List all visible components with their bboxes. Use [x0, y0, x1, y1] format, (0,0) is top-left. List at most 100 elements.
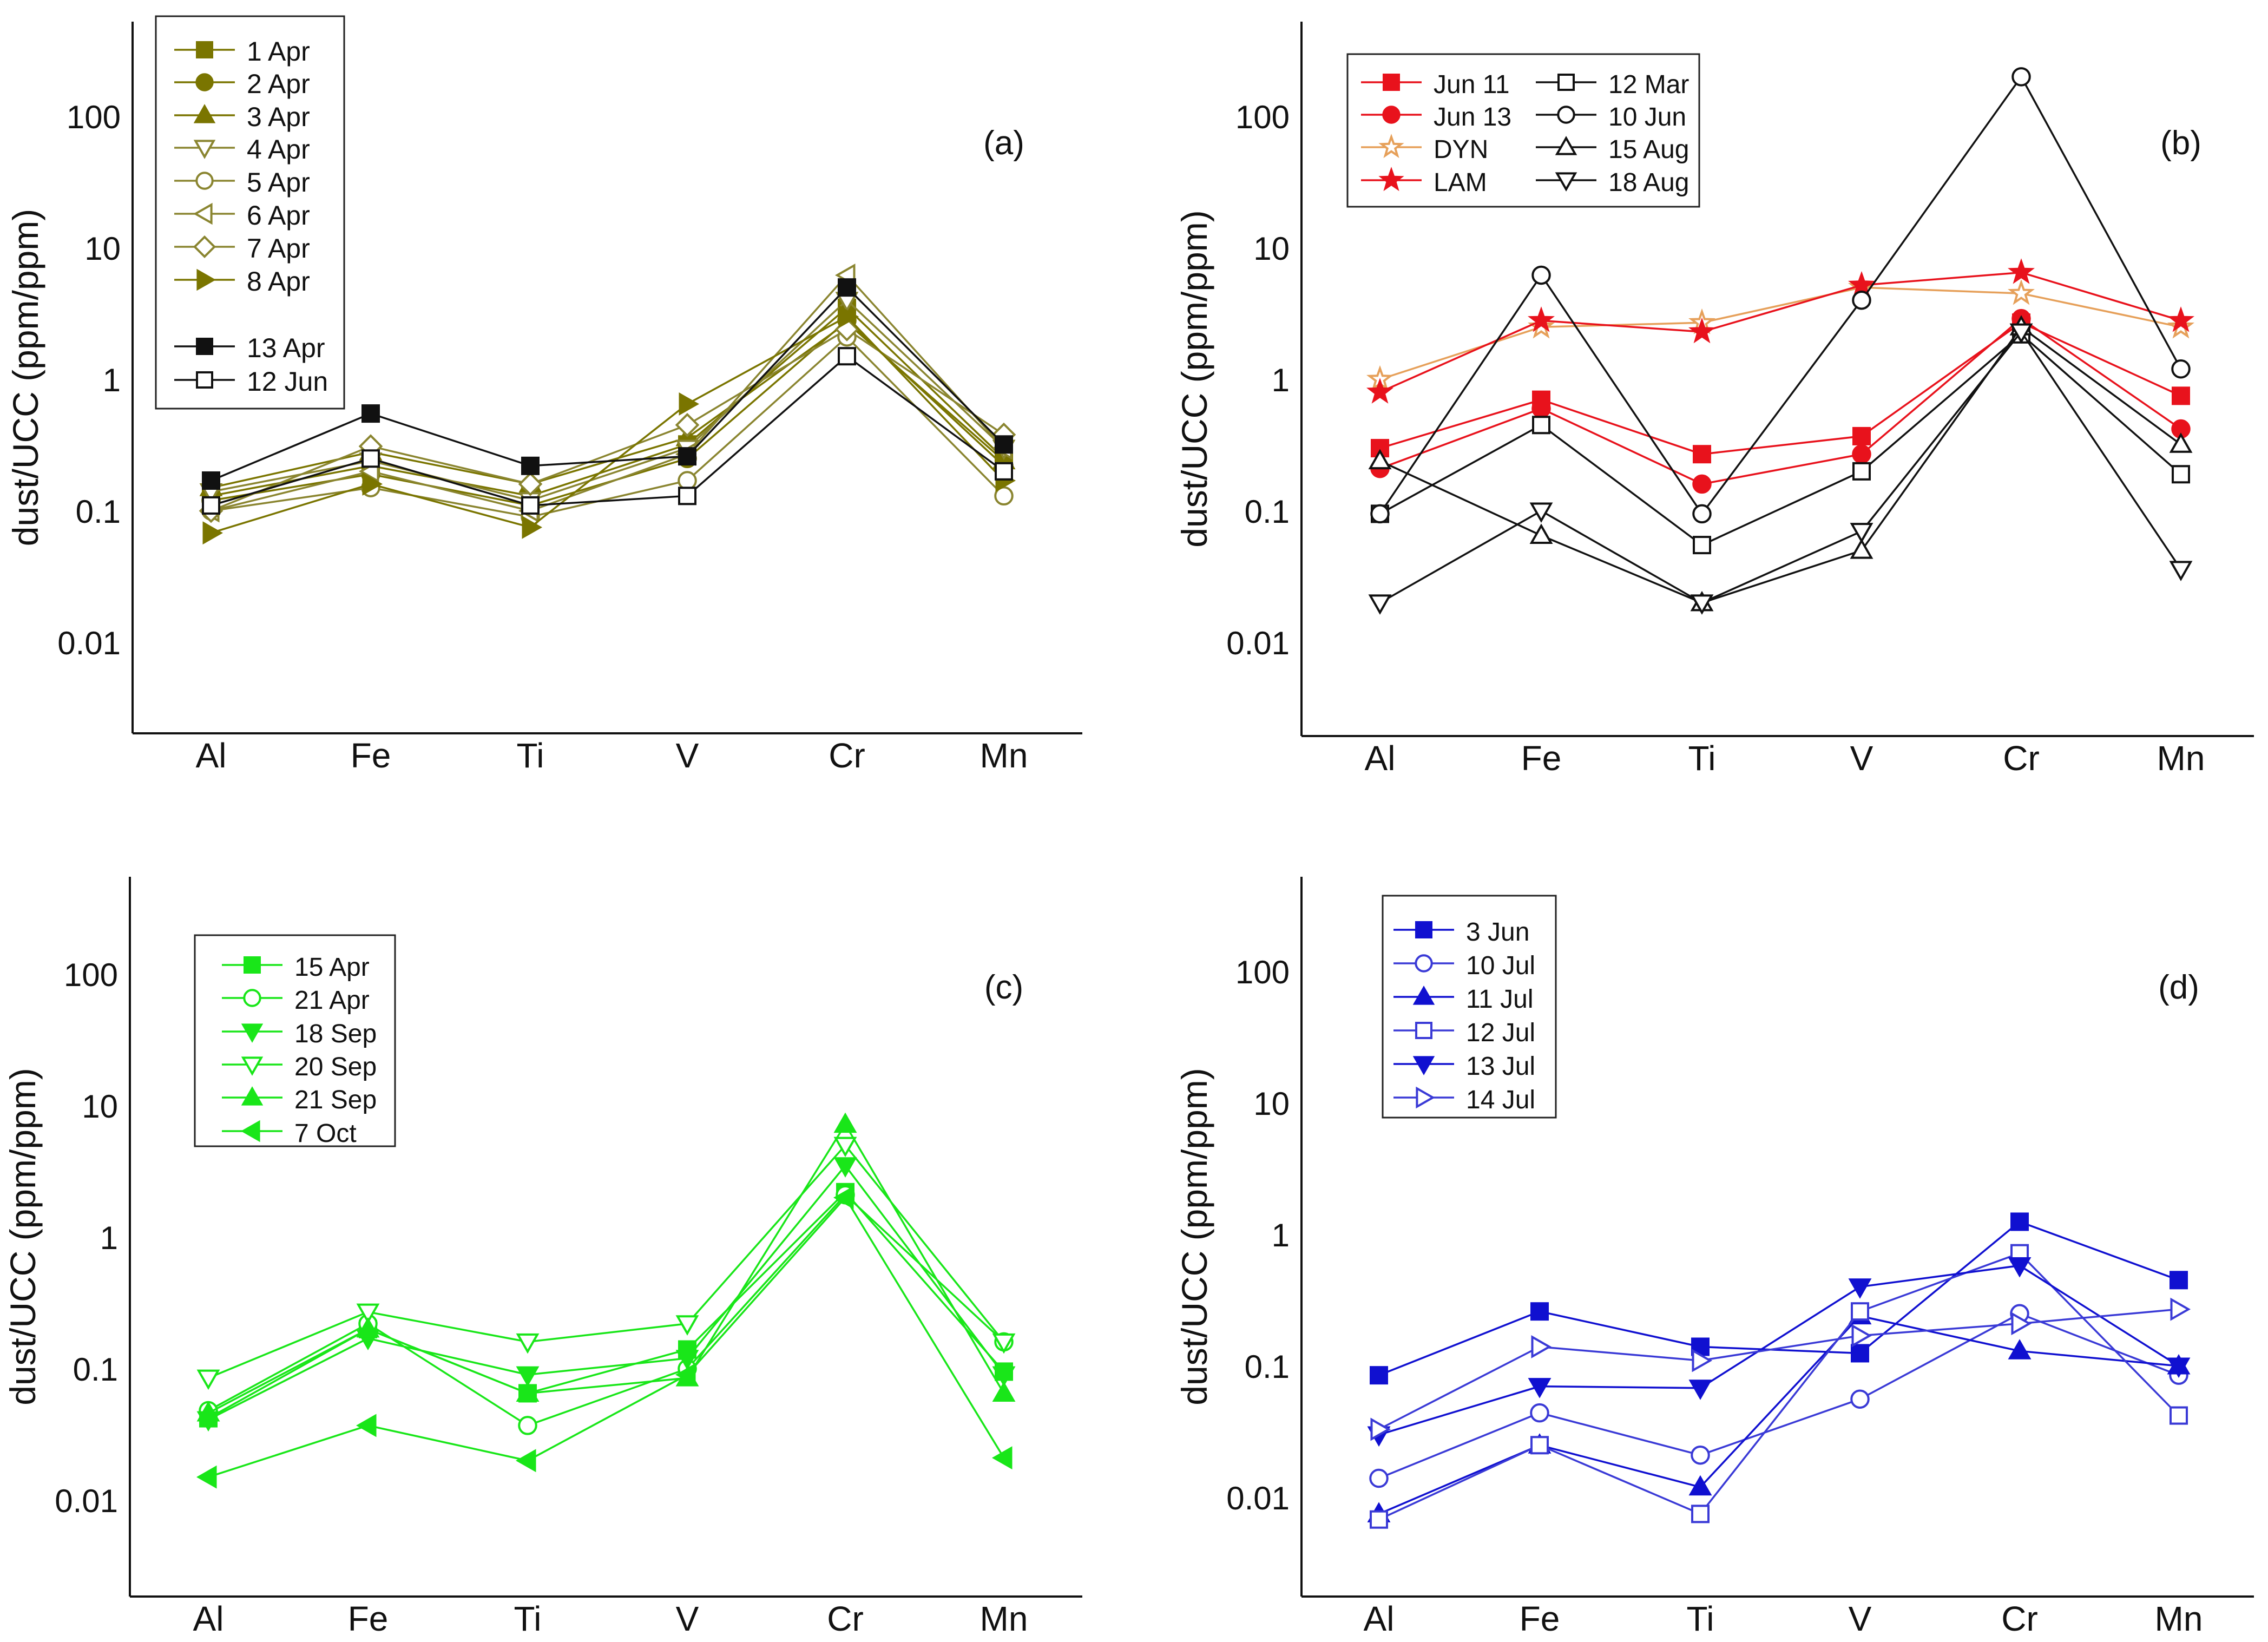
legend-box: [194, 934, 396, 1147]
legend-entry: 15 Aug: [1536, 135, 1689, 164]
y-tick-label: 0.1: [73, 1351, 118, 1388]
legend-marker: [1382, 106, 1401, 124]
series-line: [211, 286, 1005, 482]
data-point: [1368, 449, 1392, 470]
y-tick-label: 100: [64, 957, 118, 993]
x-tick-label: V: [1849, 1599, 1872, 1638]
y-tick-label: 10: [82, 1088, 118, 1125]
panel-c: dust/UCC (ppm/ppm) 0.01 0.1 1 10 100 Al Fe Ti V Cr…: [3, 877, 1082, 1638]
data-point: [522, 515, 543, 539]
data-point: [1692, 504, 1712, 524]
legend-entry: 12 Mar: [1536, 70, 1689, 99]
series-7-oct: [196, 1186, 1013, 1489]
data-point: [2008, 1339, 2032, 1359]
x-tick-label: Mn: [2155, 1599, 2203, 1638]
legend-marker: [196, 371, 213, 389]
legend-label: LAM: [1434, 168, 1487, 197]
x-tick-label: Ti: [1687, 1599, 1714, 1638]
data-point: [356, 1317, 380, 1338]
data-point: [362, 472, 383, 496]
legend-marker: [1415, 954, 1433, 973]
legend-marker: [1416, 1086, 1435, 1109]
x-tick-label: Fe: [351, 736, 391, 775]
legend-entry: 7 Oct: [222, 1119, 357, 1148]
y-tick-label: 0.1: [76, 494, 121, 530]
x-tick-label: V: [676, 1599, 699, 1638]
panel-a: dust/UCC (ppm/ppm) 0.01 0.1 1 10 100 Al Fe Ti V Cr…: [5, 15, 1082, 775]
data-point: [1851, 1344, 1869, 1363]
x-tick-label: Cr: [829, 736, 865, 775]
series-21-apr: [199, 1185, 1014, 1435]
legend-entry: 21 Sep: [222, 1086, 377, 1114]
legend-entry: 6 Apr: [174, 200, 310, 231]
data-point: [1851, 1302, 1869, 1321]
legend-marker: [195, 172, 214, 190]
legend-label: 4 Apr: [247, 134, 310, 165]
legend-marker: [1378, 167, 1404, 192]
series-line: [208, 1144, 1005, 1379]
legend-label: 2 Apr: [247, 69, 310, 99]
legend-label: 6 Apr: [247, 200, 310, 231]
x-tick-label: Fe: [348, 1599, 389, 1638]
y-tick-label: 1: [1272, 362, 1290, 398]
series-line: [1379, 317, 2181, 485]
legend-entry: 10 Jun: [1536, 103, 1686, 132]
data-point: [515, 1449, 536, 1473]
x-tick-label: Fe: [1521, 739, 1562, 778]
y-axis-label: dust/UCC (ppm/ppm): [5, 209, 45, 547]
data-point: [1692, 474, 1712, 494]
legend-entry: 21 Apr: [222, 986, 370, 1015]
legend-marker: [1557, 106, 1575, 124]
data-point: [1366, 378, 1394, 404]
data-point: [196, 1465, 217, 1489]
panel-b: dust/UCC (ppm/ppm) 0.01 0.1 1 10 100 Al Fe Ti V Cr…: [1174, 22, 2254, 778]
data-point: [833, 1186, 854, 1210]
data-point: [2170, 1297, 2191, 1321]
legend-label: 21 Sep: [294, 1086, 377, 1114]
legend-marker: [1555, 172, 1577, 192]
data-point: [675, 1363, 696, 1387]
data-point: [518, 1416, 537, 1435]
legend-label: DYN: [1434, 135, 1488, 164]
data-point: [1852, 426, 1871, 445]
series-10-jun: [1370, 67, 2191, 524]
series-line: [1378, 1264, 2179, 1436]
y-tick-label: 10: [1253, 1086, 1290, 1122]
data-point: [992, 1333, 1016, 1354]
series-12-jul: [1370, 1244, 2188, 1529]
x-tick-label: Mn: [980, 736, 1028, 775]
legend-entry: 3 Apr: [174, 102, 310, 132]
legend-marker: [193, 104, 216, 123]
y-tick-label: 1: [100, 1220, 118, 1256]
legend-entry: 14 Jul: [1393, 1086, 1535, 1114]
x-tick-label: V: [676, 736, 699, 775]
data-point: [1531, 399, 1551, 418]
series-10-jul: [1369, 1304, 2188, 1488]
legend-entry: 2 Apr: [174, 69, 310, 99]
legend-entry: 10 Jul: [1393, 951, 1535, 980]
series-lam: [1366, 258, 2195, 404]
y-tick-label: 100: [67, 99, 121, 135]
data-point: [833, 1137, 857, 1158]
data-point: [1850, 523, 1873, 543]
legend-entry: 13 Jul: [1393, 1052, 1535, 1081]
data-point: [2167, 306, 2195, 332]
legend-marker: [241, 1120, 260, 1142]
x-tick-label: Al: [1364, 1599, 1395, 1638]
data-point: [1530, 1436, 1549, 1455]
data-point: [1851, 1324, 1872, 1348]
y-tick-label: 0.01: [1226, 1480, 1290, 1516]
legend-label: 21 Apr: [294, 986, 370, 1015]
data-point: [518, 472, 543, 496]
legend-box: [1382, 895, 1557, 1119]
data-point: [202, 496, 220, 515]
legend-entry: Jun 11: [1361, 70, 1510, 99]
data-point: [1688, 1475, 1712, 1496]
data-point: [675, 412, 700, 437]
data-point: [2172, 386, 2190, 405]
legend-entry: 15 Apr: [222, 953, 370, 982]
data-point: [2007, 279, 2035, 305]
x-tick-label: Al: [193, 1599, 224, 1638]
x-tick-label: Ti: [1688, 739, 1716, 778]
